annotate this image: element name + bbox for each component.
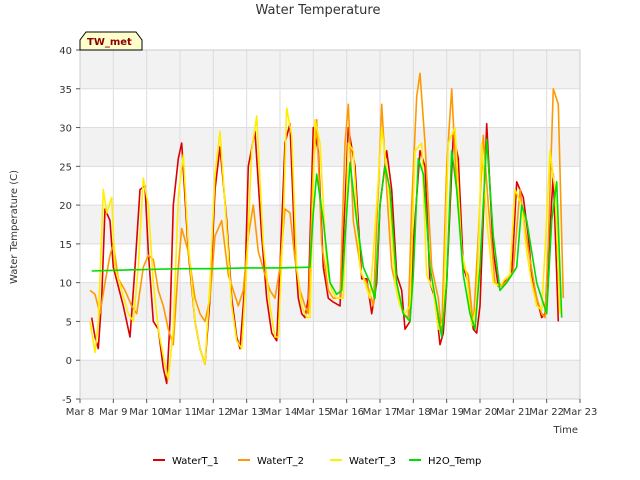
plot-band — [80, 205, 580, 244]
plot-band — [80, 127, 580, 167]
station-tag: TW_met — [79, 31, 143, 51]
legend-label-watert_1: WaterT_1 — [172, 456, 219, 467]
x-tick-label: Mar 8 — [66, 407, 94, 418]
series-lines — [89, 72, 565, 385]
y-tick-label: 0 — [66, 356, 72, 367]
x-tick-label: Mar 10 — [129, 407, 164, 418]
plot-band — [80, 282, 580, 322]
legend-label-watert_2: WaterT_2 — [257, 456, 304, 467]
y-tick-label: 40 — [59, 46, 72, 57]
x-tick-label: Mar 13 — [229, 407, 264, 418]
x-tick-label: Mar 20 — [463, 407, 498, 418]
x-tick-label: Mar 16 — [329, 407, 364, 418]
x-tick-label: Mar 15 — [296, 407, 331, 418]
y-tick-label: -5 — [62, 395, 72, 406]
legend-label-watert_3: WaterT_3 — [349, 456, 396, 467]
y-tick-label: 5 — [66, 317, 72, 328]
x-tick-label: Mar 18 — [396, 407, 431, 418]
x-tick-label: Mar 11 — [163, 407, 198, 418]
legend-label-h2o_temp: H2O_Temp — [428, 456, 481, 467]
x-tick-label: Mar 23 — [563, 407, 598, 418]
chart-title: Water Temperature — [256, 3, 381, 18]
legend: WaterT_1 WaterT_2 WaterT_3 H2O_Temp — [153, 456, 481, 467]
y-tick-label: 35 — [59, 85, 72, 96]
x-tick-label: Mar 19 — [429, 407, 464, 418]
plot-band — [80, 360, 580, 399]
x-axis-label: Time — [553, 425, 578, 436]
x-tick-label: Mar 22 — [529, 407, 564, 418]
y-axis-ticks: -5 0 5 10 15 20 25 30 35 40 — [59, 46, 80, 406]
x-tick-label: Mar 12 — [196, 407, 231, 418]
y-tick-label: 20 — [59, 201, 72, 212]
x-tick-label: Mar 9 — [99, 407, 127, 418]
x-tick-label: Mar 17 — [363, 407, 398, 418]
station-tag-box — [79, 31, 143, 51]
plot-frame — [79, 49, 581, 400]
plot-background-bands — [80, 50, 580, 399]
y-axis-label: Water Temperature (C) — [9, 170, 20, 284]
series-line-watert_3 — [89, 107, 561, 381]
y-tick-label: 30 — [59, 124, 72, 135]
y-tick-label: 10 — [59, 279, 72, 290]
station-tag-label: TW_met — [87, 37, 132, 48]
y-tick-label: 25 — [59, 162, 72, 173]
x-tick-label: Mar 21 — [496, 407, 531, 418]
y-tick-label: 15 — [59, 240, 72, 251]
x-tick-label: Mar 14 — [263, 407, 298, 418]
plot-band — [80, 50, 580, 89]
series-line-h2o_temp — [91, 138, 563, 338]
